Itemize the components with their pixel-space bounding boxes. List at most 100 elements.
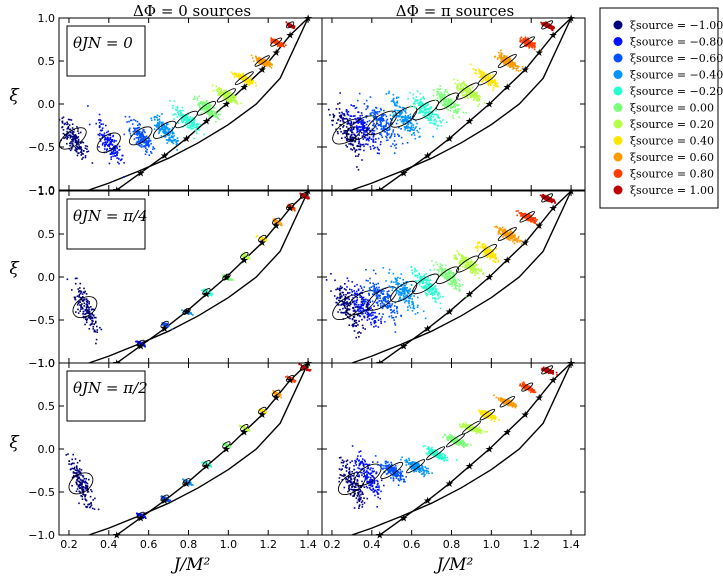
contour-8 [254,55,270,67]
contour-10 [541,20,554,30]
y-tick-label: −0.5 [28,314,55,327]
contour-3 [182,307,191,315]
source-line [379,362,572,536]
source-marker: ★ [423,151,432,162]
contour-9 [285,203,295,210]
cluster-xi--0.2 [422,445,458,462]
y-tick-label: 1.0 [38,357,56,370]
legend-entry-2: ξsource = −0.60 [630,52,723,65]
panels: ★ ★ ★ ★ ★ ★ ★ ★ ★ ★ ★ −1.0 −0.5 0.0 0.5 1.0 θJN = 0 ★ ★ ★ ★ ★… [28,12,586,551]
contour-2 [380,461,404,480]
source-line [379,190,572,364]
x-axis-label-left: J/M² [171,555,211,575]
source-marker: ★ [423,324,432,335]
panel-dphipi-theta45: ★★★★★★★★★★★ [321,187,586,370]
legend-marker-2 [613,53,623,63]
y-axis-label-row-3: ξ [9,433,20,453]
source-marker: ★ [182,479,191,490]
source-marker: ★ [485,445,494,456]
source-marker: ★ [202,117,211,128]
legend-marker-0 [613,20,623,30]
source-marker: ★ [286,31,295,42]
contour-7 [258,234,267,242]
source-marker: ★ [503,255,512,266]
contour-8 [497,226,517,242]
contour-10 [541,193,554,203]
contour-3 [152,120,177,139]
panel-label: θJN = π/2 [73,379,148,397]
scatter-points [65,363,312,519]
contour-2 [160,494,169,502]
y-tick-label: 0.0 [38,98,56,111]
cluster-xi--0.4 [385,90,434,140]
y-axis-label-row-2: ξ [9,259,20,279]
panel-dphi0-theta90: ★★★★★★★★★★★−1.0−0.50.00.51.00.2 0.4 0.6 0.8… [28,357,323,551]
scatter-points [337,365,558,509]
source-marker: ★ [258,65,267,76]
contour-3 [182,478,191,486]
contour-0 [68,472,94,495]
contour-3 [390,280,418,303]
cluster-xi--1 [338,456,371,509]
legend-marker-8 [613,152,623,162]
scatter-points [59,21,296,178]
x-tick-label: 0.6 [403,538,421,551]
contour-6 [240,424,249,431]
source-marker: ★ [549,31,558,42]
boundary-lower [88,190,309,364]
contour-7 [234,71,254,86]
contour-1 [136,511,145,519]
panel-background [322,363,585,535]
legend-entry-10: ξsource = 1.00 [630,184,714,197]
legend-entry-3: ξsource = −0.40 [630,69,723,82]
contour-4 [412,99,440,121]
source-marker: ★ [549,376,558,387]
x-tick-label: 1.4 [562,538,580,551]
contour-8 [499,395,516,408]
x-tick-label: 1.2 [259,538,277,551]
cluster-xi-0.4 [474,241,500,263]
source-marker: ★ [521,238,530,249]
panel-label-box [66,25,146,77]
cluster-xi--0.2 [169,100,205,140]
panel-label: θJN = π/4 [73,207,148,225]
source-marker: ★ [136,341,145,352]
source-marker: ★ [182,307,191,318]
source-marker: ★ [535,393,544,404]
contour-7 [258,406,267,414]
source-marker: ★ [445,479,454,490]
contour-3 [406,459,426,474]
source-marker: ★ [485,273,494,284]
contour-9 [270,37,283,47]
scatter-points [66,191,310,348]
legend-entry-9: ξsource = 0.80 [630,168,714,181]
source-marker: ★ [445,307,454,318]
source-marker: ★ [286,376,295,387]
legend-entry-5: ξsource = 0.00 [630,102,714,115]
contour-10 [285,21,295,29]
legend-entry-6: ξsource = 0.20 [630,118,714,131]
legend-entry-1: ξsource = −0.80 [630,36,723,49]
legend-marker-5 [613,103,623,112]
contour-4 [426,446,446,461]
contour-6 [216,88,236,103]
source-marker: ★ [503,427,512,438]
cluster-xi--0.6 [123,115,156,156]
source-marker: ★ [222,445,231,456]
source-marker: ★ [485,100,494,111]
contour-7 [477,70,497,86]
source-marker: ★ [182,134,191,145]
y-tick-label: −0.5 [28,486,55,499]
contour-9 [519,211,535,223]
source-marker: ★ [240,427,249,438]
x-tick-label: 0.6 [140,538,158,551]
source-marker: ★ [258,410,267,421]
legend-marker-1 [613,37,623,46]
panel-dphipi-theta90: ★★★★★★★★★★★0.2 0.4 0.6 0.8 1.0 1.2 1.4 [321,359,586,551]
column-title-dphi-pi: ΔΦ = π sources [396,2,514,20]
contour-8 [271,389,281,397]
legend-marker-10 [613,185,623,195]
legend-entry-0: ξsource = −1.00 [630,19,723,32]
